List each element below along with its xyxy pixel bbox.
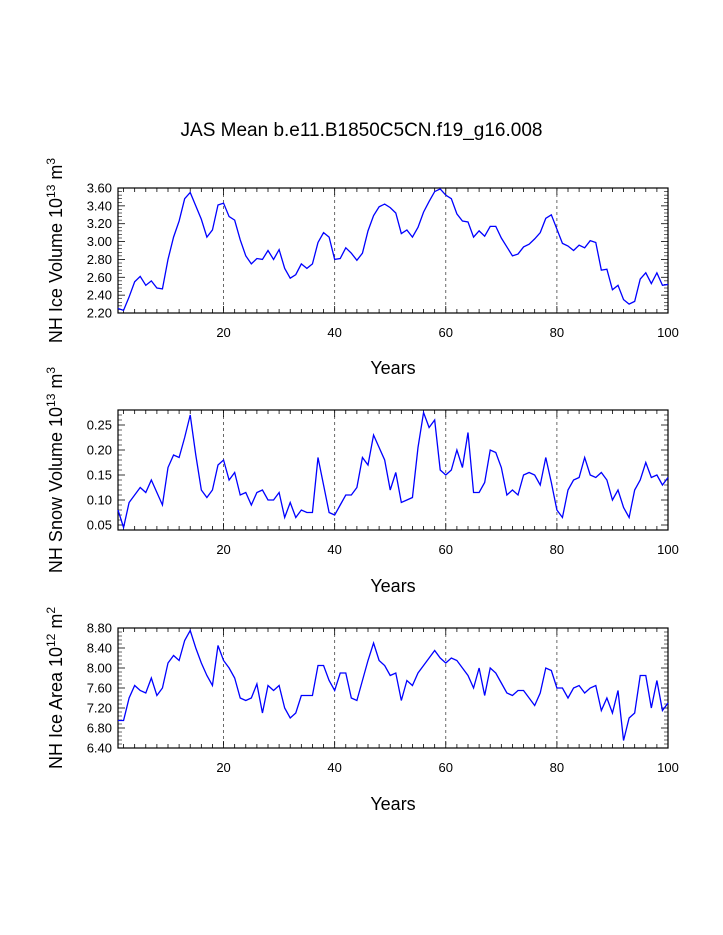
- x-tick-label: 60: [439, 325, 453, 340]
- x-tick-label: 100: [657, 760, 679, 775]
- y-tick-label: 2.60: [87, 270, 112, 285]
- x-tick-label: 80: [550, 325, 564, 340]
- y-tick-label: 0.05: [87, 518, 112, 533]
- series-line: [117, 188, 669, 312]
- y-tick-label: 0.20: [87, 443, 112, 458]
- y-axis-title: NH Snow Volume 1013 m3: [44, 367, 66, 573]
- series-line: [118, 628, 669, 741]
- x-tick-label: 80: [550, 760, 564, 775]
- plot-frame: [117, 409, 669, 531]
- y-tick-label: 0.10: [87, 493, 112, 508]
- x-tick-label: 40: [327, 760, 341, 775]
- y-tick-label: 6.80: [87, 721, 112, 736]
- chart-panel-1: 20 40 60 80 100 2.20 2.40 2.60 2.80 3.00 3.20 3.40 3…: [44, 158, 679, 378]
- series-line: [117, 409, 669, 530]
- y-tick-label: 3.60: [87, 181, 112, 196]
- plot-frame: [117, 627, 669, 749]
- plot-frame: [117, 187, 669, 314]
- y-tick-label: 8.80: [87, 621, 112, 636]
- x-axis-title: Years: [370, 358, 415, 378]
- y-tick-label: 3.20: [87, 216, 112, 231]
- y-tick-label: 2.20: [87, 306, 112, 321]
- y-axis-title: NH Ice Area 1012 m2: [44, 607, 66, 769]
- y-tick-label: 6.40: [87, 741, 112, 756]
- y-axis-title: NH Ice Volume 1013 m3: [44, 158, 66, 343]
- y-tick-label: 8.00: [87, 661, 112, 676]
- chart-panel-3: 20 40 60 80 100 6.40 6.80 7.20 7.60 8.00 8.40 8.80 Y…: [44, 607, 679, 814]
- x-tick-label: 100: [657, 542, 679, 557]
- page-title: JAS Mean b.e11.B1850C5CN.f19_g16.008: [180, 120, 543, 141]
- x-axis-title: Years: [370, 576, 415, 596]
- x-tick-label: 20: [216, 760, 230, 775]
- x-tick-label: 60: [439, 542, 453, 557]
- x-tick-label: 60: [439, 760, 453, 775]
- y-tick-label: 0.15: [87, 468, 112, 483]
- x-tick-label: 100: [657, 325, 679, 340]
- x-tick-label: 40: [327, 542, 341, 557]
- x-axis-title: Years: [370, 794, 415, 814]
- y-tick-label: 8.40: [87, 641, 112, 656]
- x-tick-label: 40: [327, 325, 341, 340]
- y-tick-label: 0.25: [87, 418, 112, 433]
- x-tick-label: 80: [550, 542, 564, 557]
- chart-panel-2: 20 40 60 80 100 0.05 0.10 0.15 0.20 0.25 Years NH S…: [44, 367, 679, 596]
- y-tick-label: 2.40: [87, 288, 112, 303]
- y-tick-label: 3.00: [87, 234, 112, 249]
- y-tick-label: 7.20: [87, 701, 112, 716]
- x-tick-label: 20: [216, 542, 230, 557]
- y-tick-label: 2.80: [87, 252, 112, 267]
- y-tick-label: 7.60: [87, 681, 112, 696]
- x-tick-label: 20: [216, 325, 230, 340]
- y-tick-label: 3.40: [87, 198, 112, 213]
